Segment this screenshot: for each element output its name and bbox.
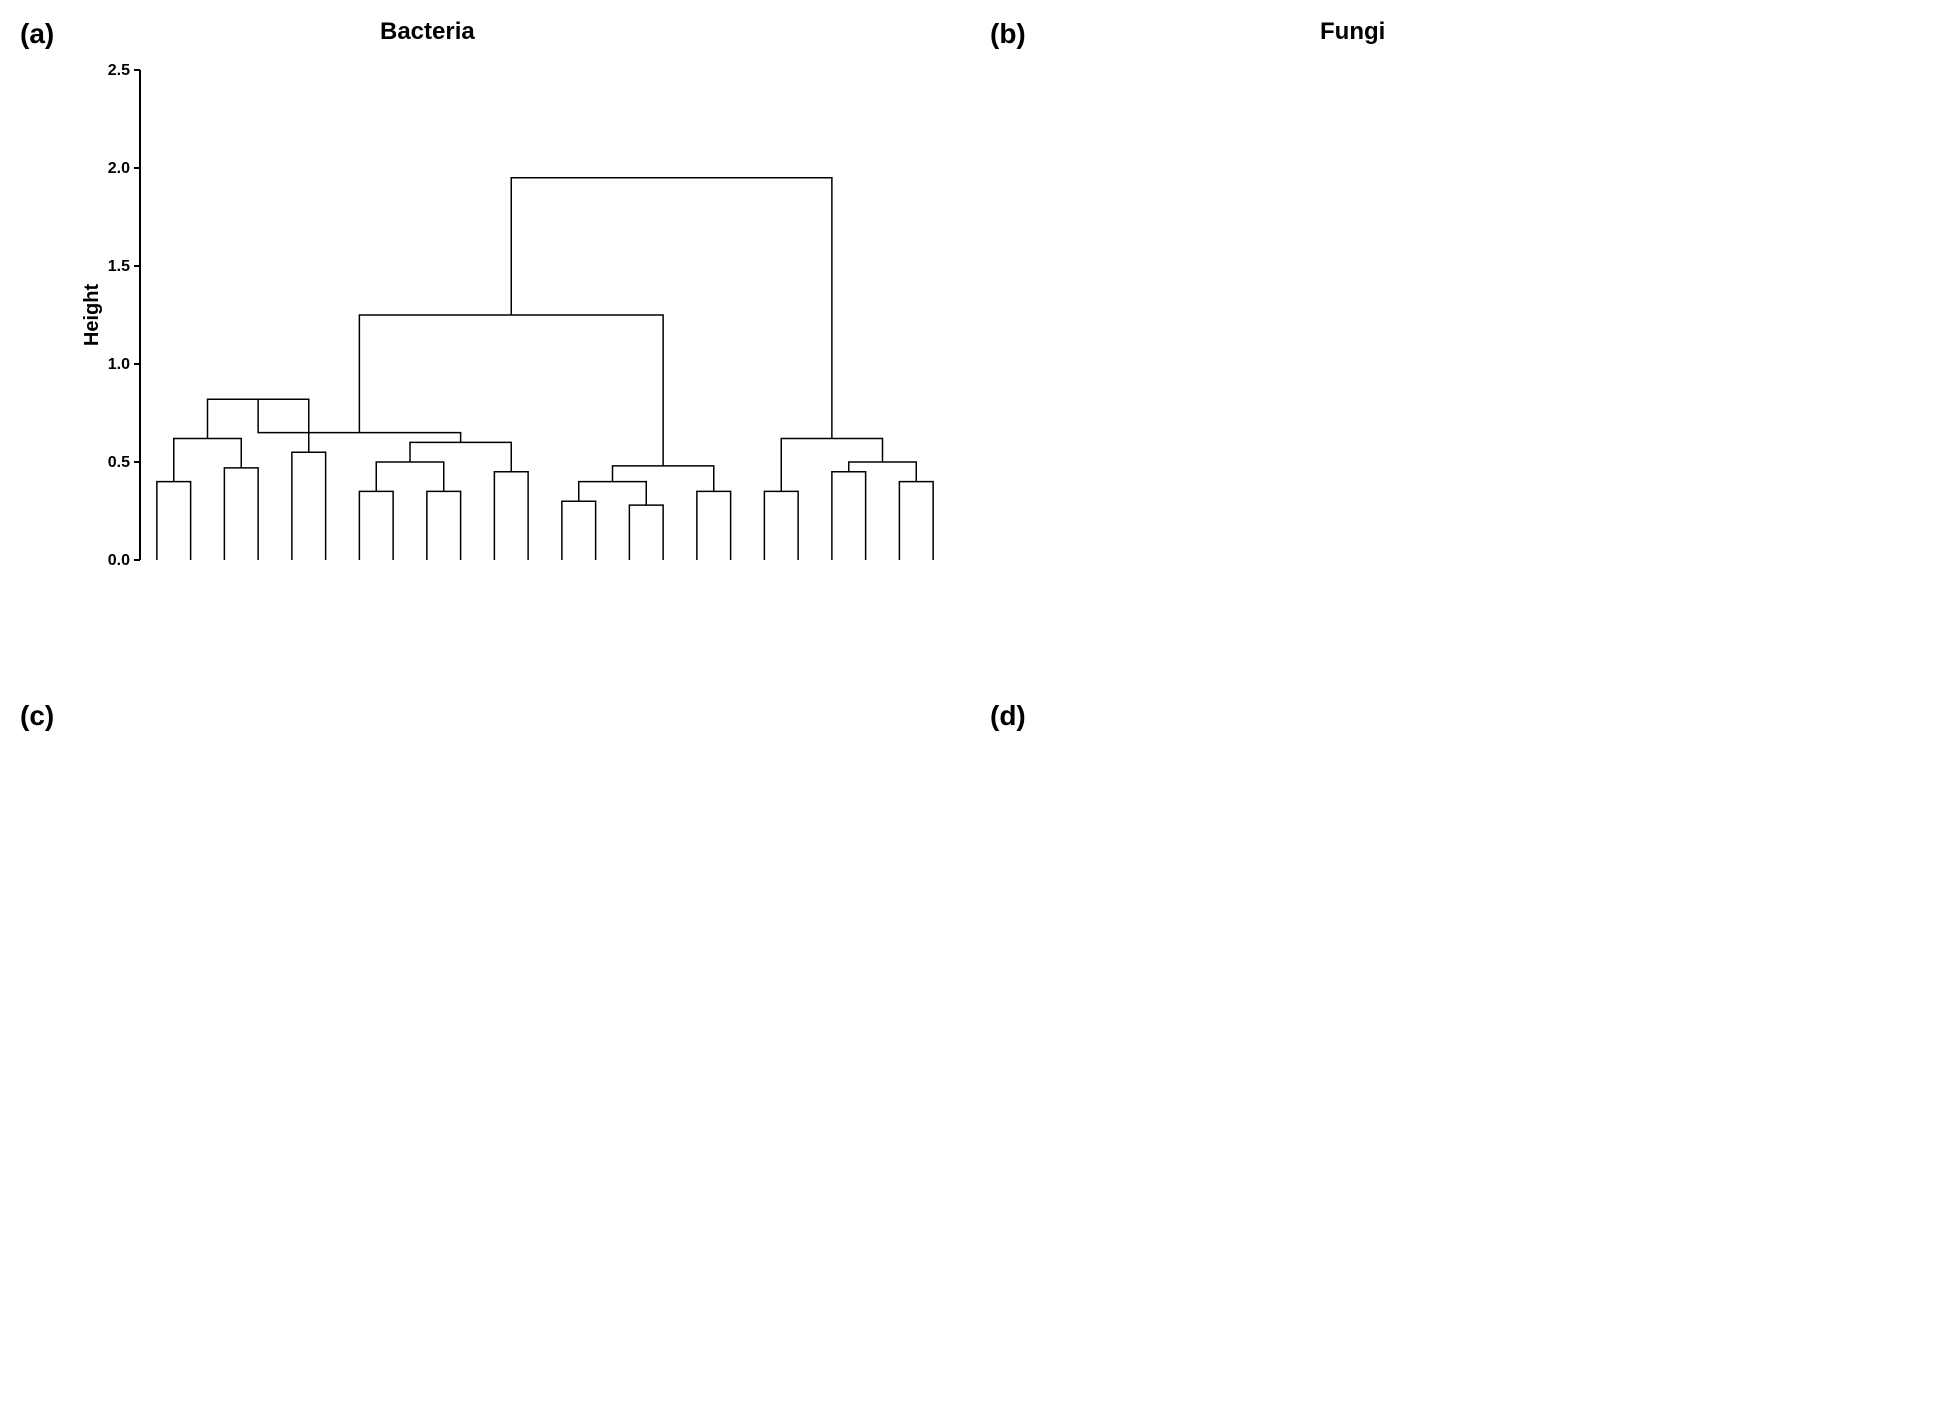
svg-text:Height: Height [81,284,103,347]
panel-b-label: (b) [990,18,1026,50]
dendrogram-bacteria: 0.0 0.5 1.0 1.5 2.0 2.5 Height [80,50,960,690]
panel-c-label: (c) [20,700,54,732]
svg-text:1.0: 1.0 [108,356,130,373]
svg-text:2.5: 2.5 [108,62,130,79]
stacked-bar-bacteria [70,730,510,1170]
boxplot-fungi-shannon [1490,730,1920,1170]
panel-a-title: Bacteria [380,18,475,46]
panel-b-title: Fungi [1320,18,1385,46]
stacked-bar-fungi [530,730,970,1170]
dendrogram-fungi [1020,50,1740,690]
svg-text:2.0: 2.0 [108,160,130,177]
svg-text:0.5: 0.5 [108,454,130,471]
panel-a-label: (a) [20,18,54,50]
panel-d-label: (d) [990,700,1026,732]
svg-text:0.0: 0.0 [108,552,130,569]
boxplot-bacteria-shannon [1010,730,1480,1170]
svg-text:1.5: 1.5 [108,258,130,275]
